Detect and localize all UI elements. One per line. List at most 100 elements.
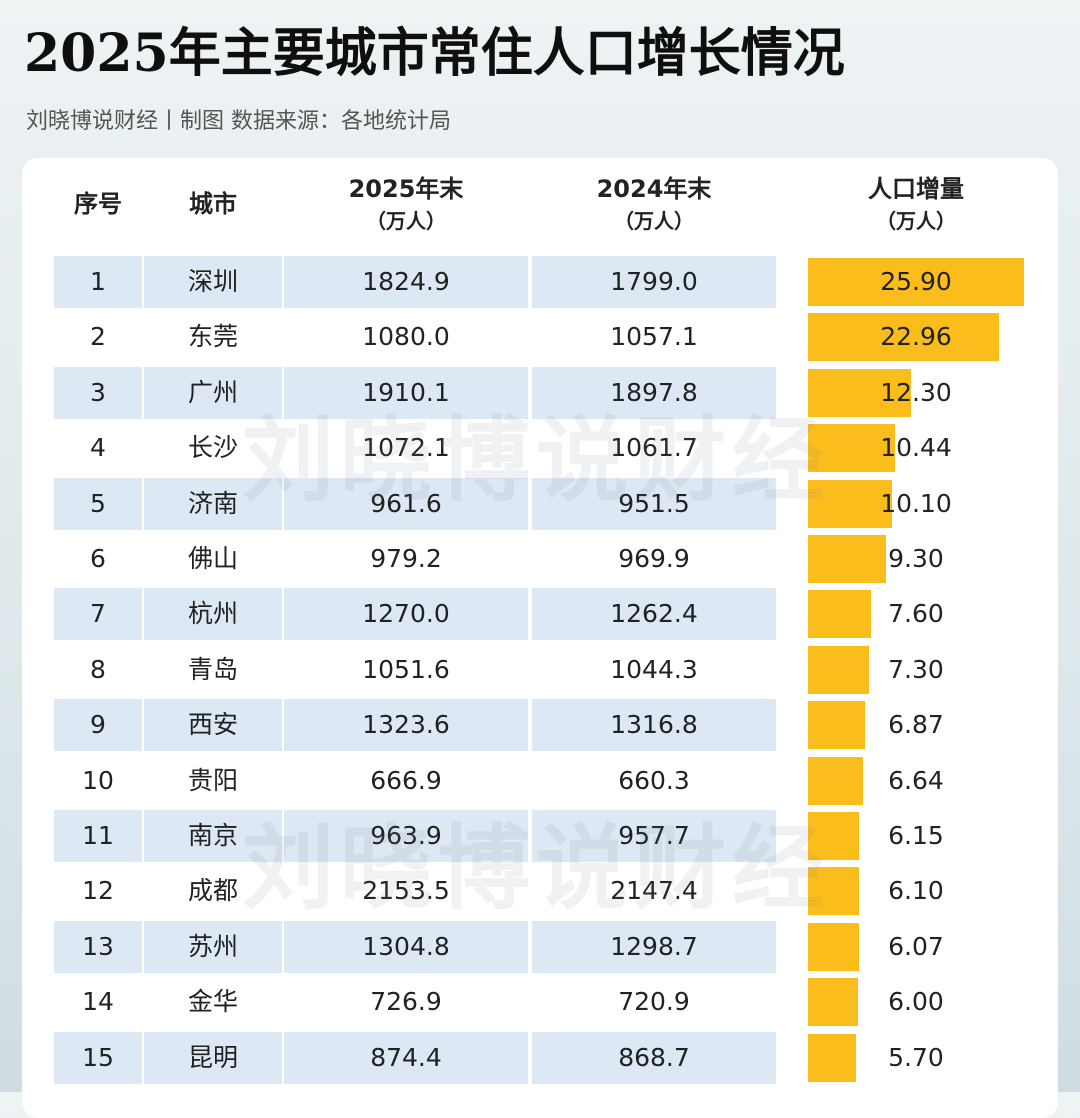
increase-value-label: 6.15 (888, 821, 944, 850)
increase-cell: 6.15 (808, 810, 1026, 862)
increase-cell: 6.07 (808, 921, 1026, 973)
increase-bar (808, 1033, 856, 1082)
city-cell: 西安 (144, 699, 282, 752)
pop-2025-cell: 963.9 (284, 810, 528, 862)
pop-2024-cell: 1298.7 (532, 920, 776, 973)
increase-value-label: 22.96 (880, 322, 952, 352)
pop-2025-cell: 874.4 (284, 1031, 528, 1084)
city-cell: 昆明 (144, 1031, 282, 1084)
city-cell: 贵阳 (187, 765, 238, 795)
table-row: 15 昆明 874.4 868.7 5.70 (54, 1031, 1026, 1084)
pop-2025-cell: 961.6 (284, 477, 528, 530)
increase-cell: 6.64 (808, 755, 1026, 807)
rank-cell: 14 (82, 987, 114, 1017)
increase-bar (808, 258, 1024, 306)
increase-value-label: 6.64 (888, 765, 944, 795)
increase-bar (808, 535, 886, 583)
city-cell: 济南 (144, 477, 282, 530)
pop-2024-cell: 1799.0 (532, 256, 776, 308)
pop-2025-cell: 1910.1 (284, 366, 528, 419)
table-row: 14 金华 726.9 720.9 6.00 (54, 976, 1026, 1028)
table-row: 8 青岛 1051.6 1044.3 7.30 (54, 644, 1026, 696)
increase-bar (808, 978, 859, 1027)
pop-2025-cell: 1270.0 (284, 588, 528, 641)
city-cell: 长沙 (187, 433, 238, 463)
pop-2024-cell: 951.5 (532, 477, 776, 530)
increase-cell: 7.60 (808, 588, 1026, 640)
city-cell: 深圳 (144, 256, 282, 308)
col-header-2025-label: 2025年末 (348, 175, 464, 203)
pop-2025-cell: 1080.0 (362, 322, 450, 352)
increase-value-label: 9.30 (888, 544, 944, 573)
rank-cell: 12 (82, 876, 114, 906)
increase-bar (808, 645, 869, 694)
pop-2024-cell: 1044.3 (610, 654, 698, 684)
pop-2024-cell: 1262.4 (532, 588, 776, 641)
increase-bar (808, 867, 859, 916)
increase-value-label: 7.60 (888, 599, 944, 629)
city-cell: 金华 (187, 987, 238, 1017)
city-cell: 杭州 (144, 588, 282, 641)
increase-cell: 10.44 (808, 422, 1026, 474)
city-cell: 苏州 (144, 920, 282, 973)
table-row: 13 苏州 1304.8 1298.7 6.07 (54, 920, 1026, 973)
table-row: 6 佛山 979.2 969.9 9.30 (54, 533, 1026, 585)
increase-value-label: 25.90 (880, 267, 952, 296)
col-header-rank: 序号 (54, 158, 142, 250)
increase-bar (808, 368, 911, 417)
table-row: 12 成都 2153.5 2147.4 6.10 (54, 865, 1026, 917)
city-cell: 南京 (144, 810, 282, 862)
pop-2025-cell: 1323.6 (284, 699, 528, 752)
table-row: 1 深圳 1824.9 1799.0 25.90 (54, 256, 1026, 308)
increase-value-label: 6.10 (888, 876, 944, 906)
col-header-increase-label: 人口增量 (868, 175, 964, 203)
table-row: 9 西安 1323.6 1316.8 6.87 (54, 699, 1026, 752)
pop-2024-cell: 1897.8 (532, 366, 776, 419)
col-header-2025: 2025年末 （万人） (284, 158, 528, 250)
increase-cell: 6.10 (808, 865, 1026, 917)
increase-value-label: 6.07 (888, 931, 944, 961)
increase-value-label: 5.70 (888, 1042, 944, 1072)
pop-2025-cell: 1051.6 (362, 654, 450, 684)
increase-cell: 6.00 (808, 976, 1026, 1028)
rank-cell: 7 (54, 588, 142, 641)
increase-cell: 10.10 (808, 478, 1026, 530)
rank-cell: 1 (54, 256, 142, 308)
rank-cell: 13 (54, 920, 142, 973)
rank-cell: 8 (90, 654, 106, 684)
pop-2024-cell: 1061.7 (610, 433, 698, 463)
pop-2024-cell: 957.7 (532, 810, 776, 862)
table-row: 3 广州 1910.1 1897.8 12.30 (54, 366, 1026, 419)
pop-2024-cell: 1057.1 (610, 322, 698, 352)
city-cell: 广州 (144, 366, 282, 419)
rank-cell: 6 (90, 544, 106, 573)
city-cell: 青岛 (187, 654, 238, 684)
increase-value-label: 12.30 (880, 377, 952, 407)
increase-cell: 12.30 (808, 367, 1026, 419)
increase-cell: 25.90 (808, 256, 1026, 308)
page-title: 2025年主要城市常住人口增长情况 (24, 23, 845, 84)
rank-cell: 11 (54, 810, 142, 862)
increase-value-label: 7.30 (888, 654, 944, 684)
increase-bar (808, 922, 859, 971)
col-header-increase-unit: （万人） (876, 209, 956, 233)
table-row: 5 济南 961.6 951.5 10.10 (54, 477, 1026, 530)
pop-2025-cell: 2153.5 (362, 876, 450, 906)
increase-bar (808, 479, 893, 528)
pop-2024-cell: 969.9 (618, 544, 690, 573)
city-cell: 东莞 (187, 322, 238, 352)
page-subtitle: 刘晓博说财经丨制图 数据来源：各地统计局 (26, 109, 451, 134)
col-header-2024-unit: （万人） (614, 209, 694, 233)
col-header-city-label: 城市 (189, 190, 237, 218)
table-row: 11 南京 963.9 957.7 6.15 (54, 810, 1026, 862)
increase-cell: 5.70 (808, 1032, 1026, 1084)
rank-cell: 2 (90, 322, 106, 352)
increase-cell: 9.30 (808, 533, 1026, 585)
pop-2024-cell: 660.3 (618, 765, 690, 795)
rank-cell: 9 (54, 699, 142, 752)
rank-cell: 5 (54, 477, 142, 530)
pop-2024-cell: 720.9 (618, 987, 690, 1017)
pop-2025-cell: 726.9 (370, 987, 442, 1017)
pop-2025-cell: 1304.8 (284, 920, 528, 973)
increase-value-label: 6.00 (888, 987, 944, 1017)
